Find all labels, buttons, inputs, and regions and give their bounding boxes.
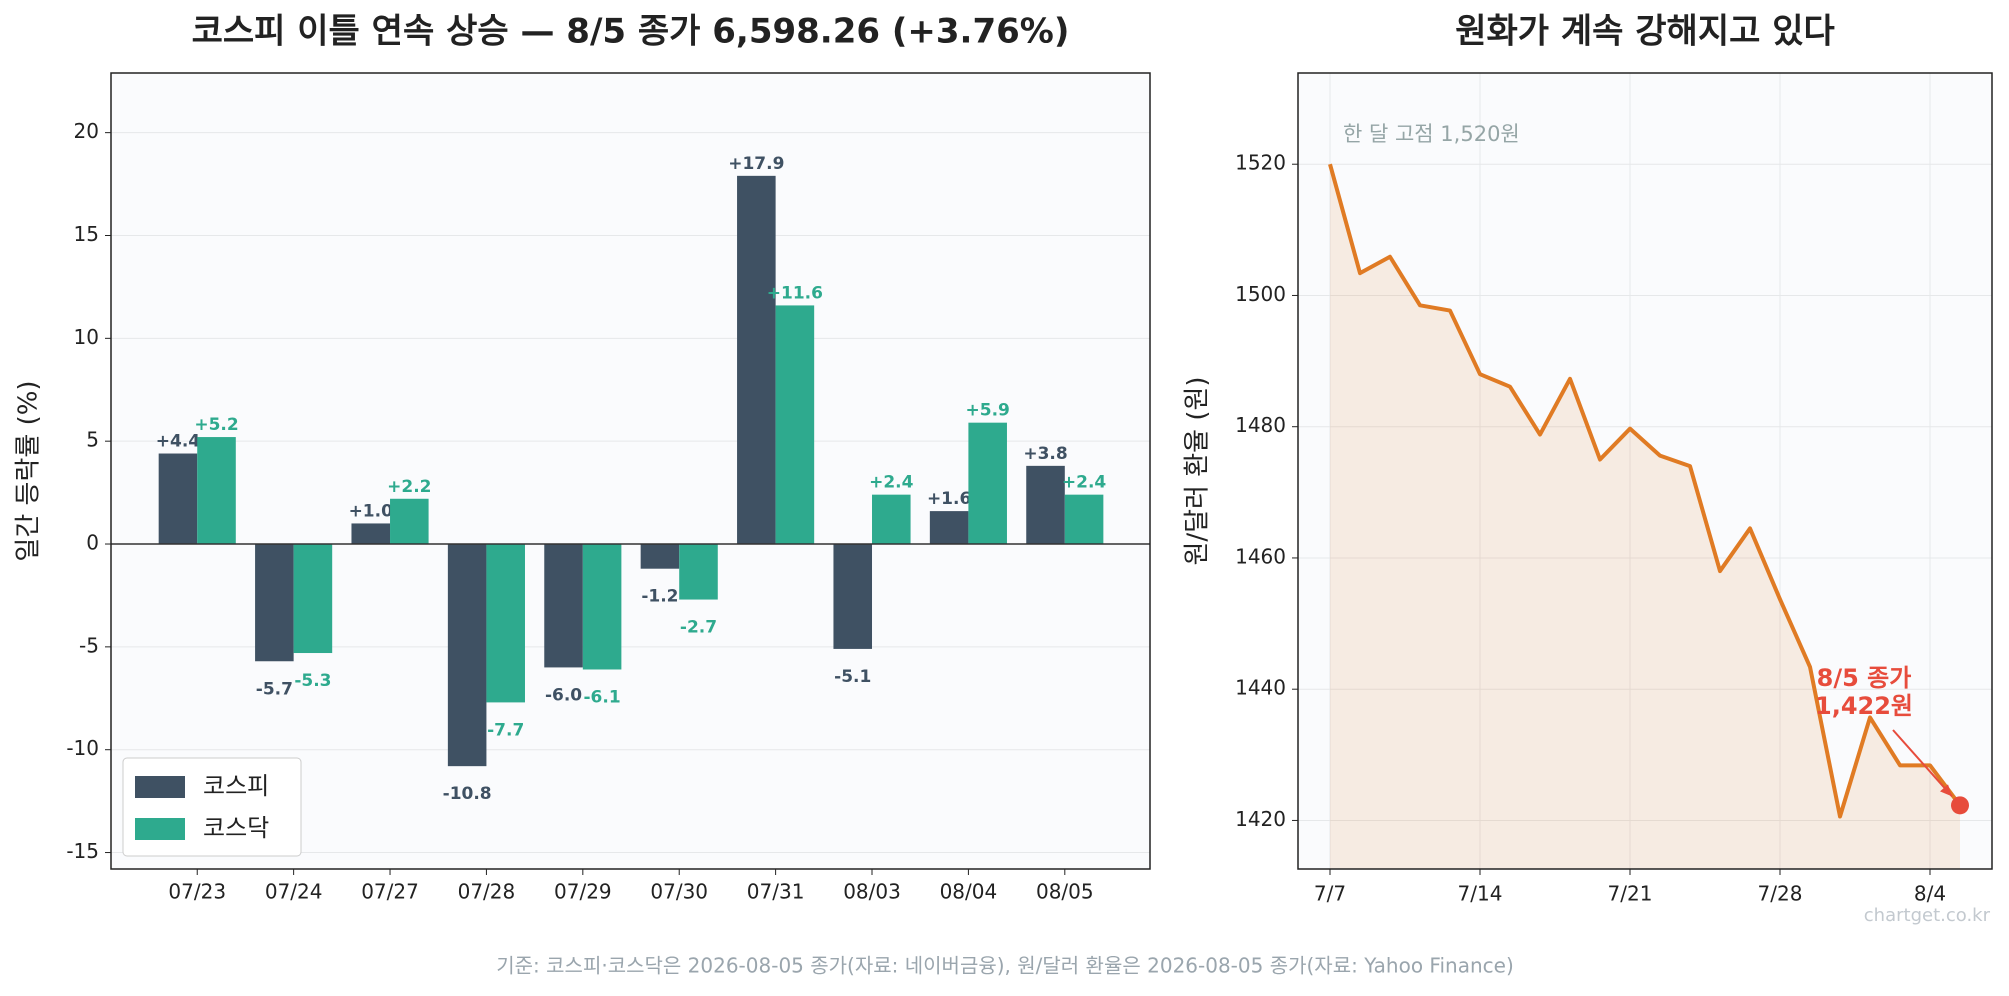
value-label: +17.9 bbox=[728, 154, 784, 174]
chart-title: 코스피 이틀 연속 상승 — 8/5 종가 6,598.26 (+3.76%) bbox=[192, 12, 1070, 52]
bar bbox=[737, 175, 776, 545]
y-tick-label: 15 bbox=[74, 222, 99, 246]
x-tick-label: 07/28 bbox=[458, 880, 516, 904]
bar bbox=[833, 544, 873, 649]
x-tick-label: 07/27 bbox=[361, 880, 419, 904]
x-tick-label: 07/23 bbox=[168, 880, 226, 904]
value-label: +5.9 bbox=[966, 401, 1010, 421]
bar bbox=[351, 523, 391, 545]
footer: 기준: 코스피·코스닥은 2026-08-05 종가(자료: 네이버금융), 원… bbox=[496, 954, 1514, 978]
x-tick-label: 07/29 bbox=[554, 880, 612, 904]
bar bbox=[486, 544, 525, 703]
value-label: -2.7 bbox=[680, 618, 717, 638]
bar bbox=[1064, 494, 1104, 545]
value-label: -5.3 bbox=[294, 671, 331, 691]
y-tick-label: 10 bbox=[74, 325, 99, 349]
value-label: +1.0 bbox=[349, 501, 394, 521]
annotation: 한 달 고점 1,520원 bbox=[1343, 122, 1520, 146]
x-tick-label: 07/24 bbox=[265, 880, 323, 904]
bar bbox=[447, 544, 487, 767]
x-tick-label: 7/21 bbox=[1608, 882, 1653, 906]
bar bbox=[197, 437, 236, 545]
legend-swatch bbox=[135, 776, 185, 798]
y-tick-label: 0 bbox=[86, 531, 99, 555]
bar bbox=[929, 511, 969, 545]
bar bbox=[158, 453, 198, 545]
plot-area bbox=[1298, 73, 1992, 869]
x-tick-label: 8/4 bbox=[1914, 882, 1946, 906]
annotation-arrow bbox=[1892, 729, 1953, 798]
bar bbox=[640, 544, 680, 569]
y-tick-label: 1420 bbox=[1235, 807, 1286, 831]
legend-label: 코스닥 bbox=[203, 814, 269, 842]
bar bbox=[293, 544, 333, 654]
area bbox=[1330, 164, 1960, 870]
bar bbox=[1026, 465, 1065, 545]
x-tick-label: 7/7 bbox=[1314, 882, 1346, 906]
line bbox=[1328, 163, 1962, 819]
bar bbox=[390, 498, 429, 545]
legend-label: 코스피 bbox=[203, 772, 269, 800]
value-label: +4.4 bbox=[156, 432, 201, 452]
arrow-head bbox=[1940, 784, 1952, 797]
y-tick-label: 1440 bbox=[1235, 676, 1286, 700]
x-tick-label: 07/31 bbox=[747, 880, 805, 904]
bar bbox=[255, 544, 294, 662]
value-label: +3.8 bbox=[1023, 444, 1067, 464]
chart-title: 원화가 계속 강해지고 있다 bbox=[1455, 12, 1835, 52]
bar bbox=[968, 422, 1007, 545]
value-label: +11.6 bbox=[767, 283, 823, 303]
watermark: chartget.co.kr bbox=[1864, 905, 1991, 926]
bar bbox=[582, 544, 622, 670]
x-tick-label: 7/14 bbox=[1458, 882, 1503, 906]
plot-frame bbox=[110, 72, 1151, 870]
x-tick-label: 08/03 bbox=[843, 880, 901, 904]
y-axis-label: 일간 등락률 (%) bbox=[14, 380, 44, 561]
y-tick-label: -5 bbox=[79, 633, 99, 657]
y-tick-label: -15 bbox=[66, 839, 99, 863]
plot-frame bbox=[1297, 72, 1993, 870]
y-tick-label: -10 bbox=[66, 736, 99, 760]
x-tick-label: 08/04 bbox=[940, 880, 998, 904]
value-label: -6.1 bbox=[584, 687, 621, 707]
annotation: 1,422원 bbox=[1815, 692, 1913, 720]
x-tick-label: 07/30 bbox=[650, 880, 708, 904]
y-axis-label: 원/달러 환율 (원) bbox=[1183, 376, 1213, 565]
bar bbox=[775, 305, 815, 545]
x-tick-label: 08/05 bbox=[1036, 880, 1094, 904]
y-tick-label: 1520 bbox=[1235, 151, 1286, 175]
bar bbox=[872, 494, 911, 545]
value-label: -10.8 bbox=[443, 784, 492, 804]
value-label: +2.4 bbox=[1062, 473, 1107, 493]
y-tick-label: 20 bbox=[74, 119, 99, 143]
value-label: +5.2 bbox=[194, 415, 238, 435]
y-tick-label: 5 bbox=[86, 428, 99, 452]
value-label: -7.7 bbox=[487, 720, 524, 740]
y-tick-label: 1460 bbox=[1235, 544, 1286, 568]
x-tick-label: 7/28 bbox=[1758, 882, 1803, 906]
value-label: -5.1 bbox=[834, 667, 871, 687]
legend-swatch bbox=[135, 818, 185, 840]
y-tick-label: 1480 bbox=[1235, 413, 1286, 437]
annotation: 8/5 종가 bbox=[1817, 664, 1912, 692]
value-label: -1.2 bbox=[641, 587, 678, 607]
bar bbox=[544, 544, 583, 668]
value-label: -6.0 bbox=[545, 685, 582, 705]
bar bbox=[679, 544, 718, 600]
last-point bbox=[1951, 796, 1969, 815]
value-label: +1.6 bbox=[927, 489, 971, 509]
value-label: +2.2 bbox=[387, 477, 431, 497]
value-label: -5.7 bbox=[256, 679, 293, 699]
value-label: +2.4 bbox=[869, 473, 914, 493]
y-tick-label: 1500 bbox=[1235, 282, 1286, 306]
